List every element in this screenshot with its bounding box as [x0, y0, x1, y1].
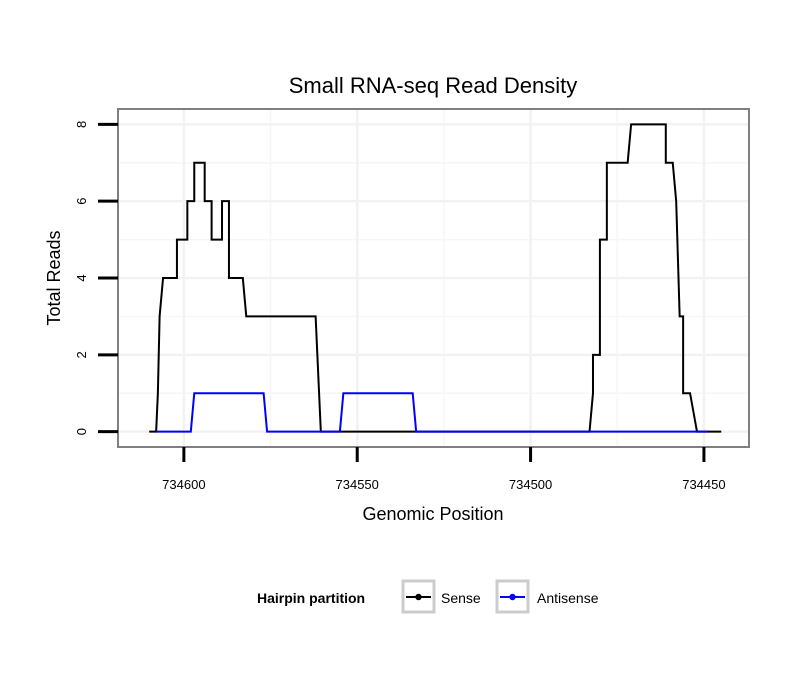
x-tick-label: 734500 — [509, 477, 552, 492]
series-layer — [149, 123, 722, 433]
grid-lines — [118, 109, 749, 447]
y-tick-label: 0 — [74, 428, 89, 435]
legend-key-point-sense — [415, 593, 422, 601]
x-axis-title: Genomic Position — [362, 504, 503, 524]
legend-item-sense: Sense — [401, 579, 481, 614]
x-tick-label: 734450 — [682, 477, 725, 492]
y-tick-label: 2 — [74, 351, 89, 358]
legend-label-antisense: Antisense — [537, 590, 599, 606]
y-tick-label: 6 — [74, 198, 89, 205]
legend-label-sense: Sense — [441, 590, 481, 606]
y-tick-label: 8 — [74, 121, 89, 128]
legend-key-point-antisense — [509, 593, 516, 601]
series-line-antisense — [156, 392, 708, 433]
x-axis: 734600 734550 734500 734450 — [162, 447, 726, 492]
chart-title: Small RNA-seq Read Density — [289, 73, 578, 98]
x-tick-label: 734550 — [336, 477, 379, 492]
y-axis: 0 2 4 6 8 — [74, 121, 118, 435]
legend-title: Hairpin partition — [257, 590, 365, 606]
series-line-sense — [149, 123, 722, 433]
y-axis-title: Total Reads — [44, 230, 64, 325]
y-tick-label: 4 — [74, 274, 89, 281]
x-tick-label: 734600 — [162, 477, 205, 492]
legend-item-antisense: Antisense — [495, 579, 599, 614]
legend: Hairpin partition Sense Antisense — [257, 579, 599, 614]
